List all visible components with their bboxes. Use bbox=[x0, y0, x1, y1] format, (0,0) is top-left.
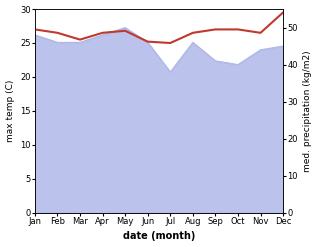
Y-axis label: med. precipitation (kg/m2): med. precipitation (kg/m2) bbox=[303, 50, 313, 172]
X-axis label: date (month): date (month) bbox=[123, 231, 195, 242]
Y-axis label: max temp (C): max temp (C) bbox=[5, 80, 15, 142]
